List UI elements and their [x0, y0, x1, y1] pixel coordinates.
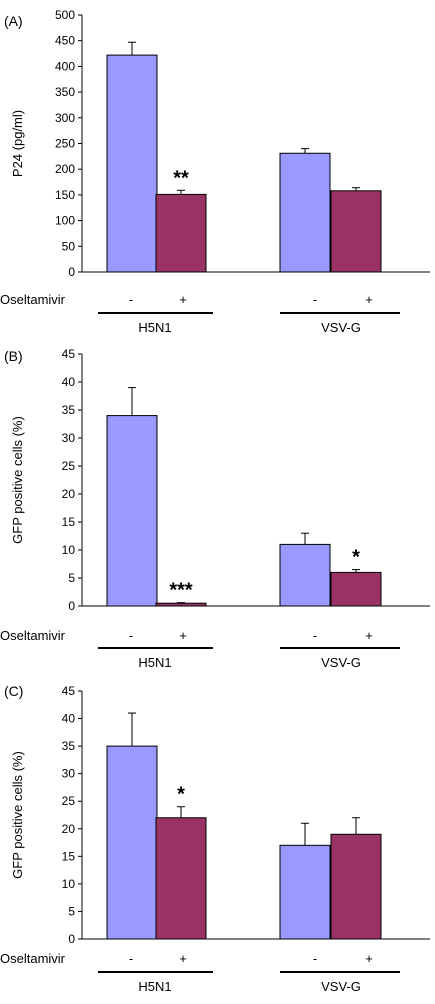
y-tick-label: 350: [55, 85, 75, 99]
bar: [330, 190, 382, 273]
y-tick-label: 5: [68, 571, 75, 585]
bar: [155, 602, 207, 607]
x-tick-label: -: [313, 628, 317, 643]
x-tick-label: -: [313, 951, 317, 966]
y-tick-label: 150: [55, 188, 75, 202]
y-tick-label: 10: [62, 877, 76, 891]
x-tick-label: -: [129, 951, 133, 966]
y-tick-label: 0: [68, 265, 75, 279]
y-tick-label: 0: [68, 932, 75, 946]
y-tick-label: 35: [62, 739, 76, 753]
x-tick-label: +: [179, 292, 187, 307]
y-tick-label: 250: [55, 137, 75, 151]
bar: [330, 833, 382, 940]
x-tick-label: -: [129, 292, 133, 307]
y-axis-label: GFP positive cells (%): [10, 751, 25, 879]
bar: [106, 54, 158, 273]
y-tick-label: 45: [62, 347, 76, 361]
significance-label: *: [177, 784, 185, 806]
bar: [279, 844, 331, 940]
y-tick-label: 10: [62, 543, 76, 557]
y-tick-label: 400: [55, 59, 75, 73]
group-label: H5N1: [138, 320, 171, 335]
y-tick-label: 40: [62, 712, 76, 726]
bar: [279, 152, 331, 273]
group-label: H5N1: [138, 979, 171, 994]
x-tick-label: +: [179, 628, 187, 643]
x-tick-label: +: [179, 951, 187, 966]
significance-label: **: [173, 167, 189, 189]
bar: [330, 571, 382, 607]
chart-panel-2: (B) 0 5 10 15 20 25 30 35 40 45 GFP positive cells …: [0, 347, 430, 670]
y-tick-label: 0: [68, 599, 75, 613]
bar: [106, 415, 158, 607]
significance-label: *: [352, 547, 360, 569]
significance-label: ***: [169, 580, 193, 602]
y-tick-label: 15: [62, 849, 76, 863]
y-tick-label: 300: [55, 111, 75, 125]
row-label: Oseltamivir: [0, 951, 66, 966]
row-label: Oseltamivir: [0, 292, 66, 307]
x-tick-label: -: [313, 292, 317, 307]
y-tick-label: 25: [62, 459, 76, 473]
y-tick-label: 50: [62, 239, 76, 253]
chart-panel-1: (A) 0 50 100 150 200 250 300 350 400 450 500 P24 (pg…: [0, 8, 430, 335]
y-tick-label: 500: [55, 8, 75, 22]
y-axis-label: P24 (pg/ml): [10, 110, 25, 177]
bar: [106, 745, 158, 940]
group-label: H5N1: [138, 655, 171, 670]
row-label: Oseltamivir: [0, 628, 66, 643]
y-tick-label: 35: [62, 403, 76, 417]
bar: [155, 817, 207, 940]
y-axis-label: GFP positive cells (%): [10, 416, 25, 544]
y-tick-label: 200: [55, 162, 75, 176]
group-label: VSV-G: [321, 655, 361, 670]
y-tick-label: 100: [55, 214, 75, 228]
panel-label: (A): [4, 13, 23, 29]
x-tick-label: +: [365, 628, 373, 643]
bar: [155, 193, 207, 273]
y-tick-label: 20: [62, 487, 76, 501]
y-tick-label: 450: [55, 34, 75, 48]
y-tick-label: 30: [62, 431, 76, 445]
y-tick-label: 5: [68, 904, 75, 918]
y-tick-label: 25: [62, 794, 76, 808]
x-tick-label: +: [365, 292, 373, 307]
x-tick-label: +: [365, 951, 373, 966]
panel-label: (B): [4, 348, 23, 364]
panel-label: (C): [4, 683, 23, 699]
y-tick-label: 15: [62, 515, 76, 529]
group-label: VSV-G: [321, 320, 361, 335]
group-label: VSV-G: [321, 979, 361, 994]
chart-panel-3: (C) 0 5 10 15 20 25 30 35 40 45 GFP positive cells …: [0, 683, 430, 994]
bar: [279, 543, 331, 607]
y-tick-label: 30: [62, 767, 76, 781]
y-tick-label: 45: [62, 684, 76, 698]
y-tick-label: 40: [62, 375, 76, 389]
x-tick-label: -: [129, 628, 133, 643]
y-tick-label: 20: [62, 822, 76, 836]
